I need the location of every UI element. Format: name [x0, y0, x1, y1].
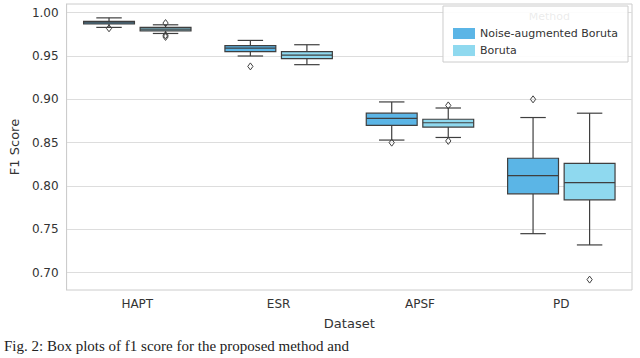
svg-text:ESR: ESR: [267, 297, 291, 311]
svg-text:0.95: 0.95: [32, 49, 59, 63]
svg-text:HAPT: HAPT: [121, 297, 153, 311]
svg-text:0.90: 0.90: [32, 92, 59, 106]
svg-text:F1 Score: F1 Score: [7, 119, 22, 175]
svg-text:Noise-augmented Boruta: Noise-augmented Boruta: [480, 27, 618, 40]
svg-text:PD: PD: [553, 297, 569, 311]
svg-text:Fig. 2: Box plots of f1 score: Fig. 2: Box plots of f1 score for the pr…: [4, 338, 349, 354]
svg-text:Boruta: Boruta: [480, 44, 517, 57]
svg-text:Dataset: Dataset: [324, 316, 375, 331]
svg-text:APSF: APSF: [405, 297, 435, 311]
svg-text:0.70: 0.70: [32, 266, 59, 280]
svg-text:0.75: 0.75: [32, 222, 59, 236]
svg-text:1.00: 1.00: [32, 6, 59, 20]
svg-text:0.80: 0.80: [32, 179, 59, 193]
svg-text:0.85: 0.85: [32, 136, 59, 150]
